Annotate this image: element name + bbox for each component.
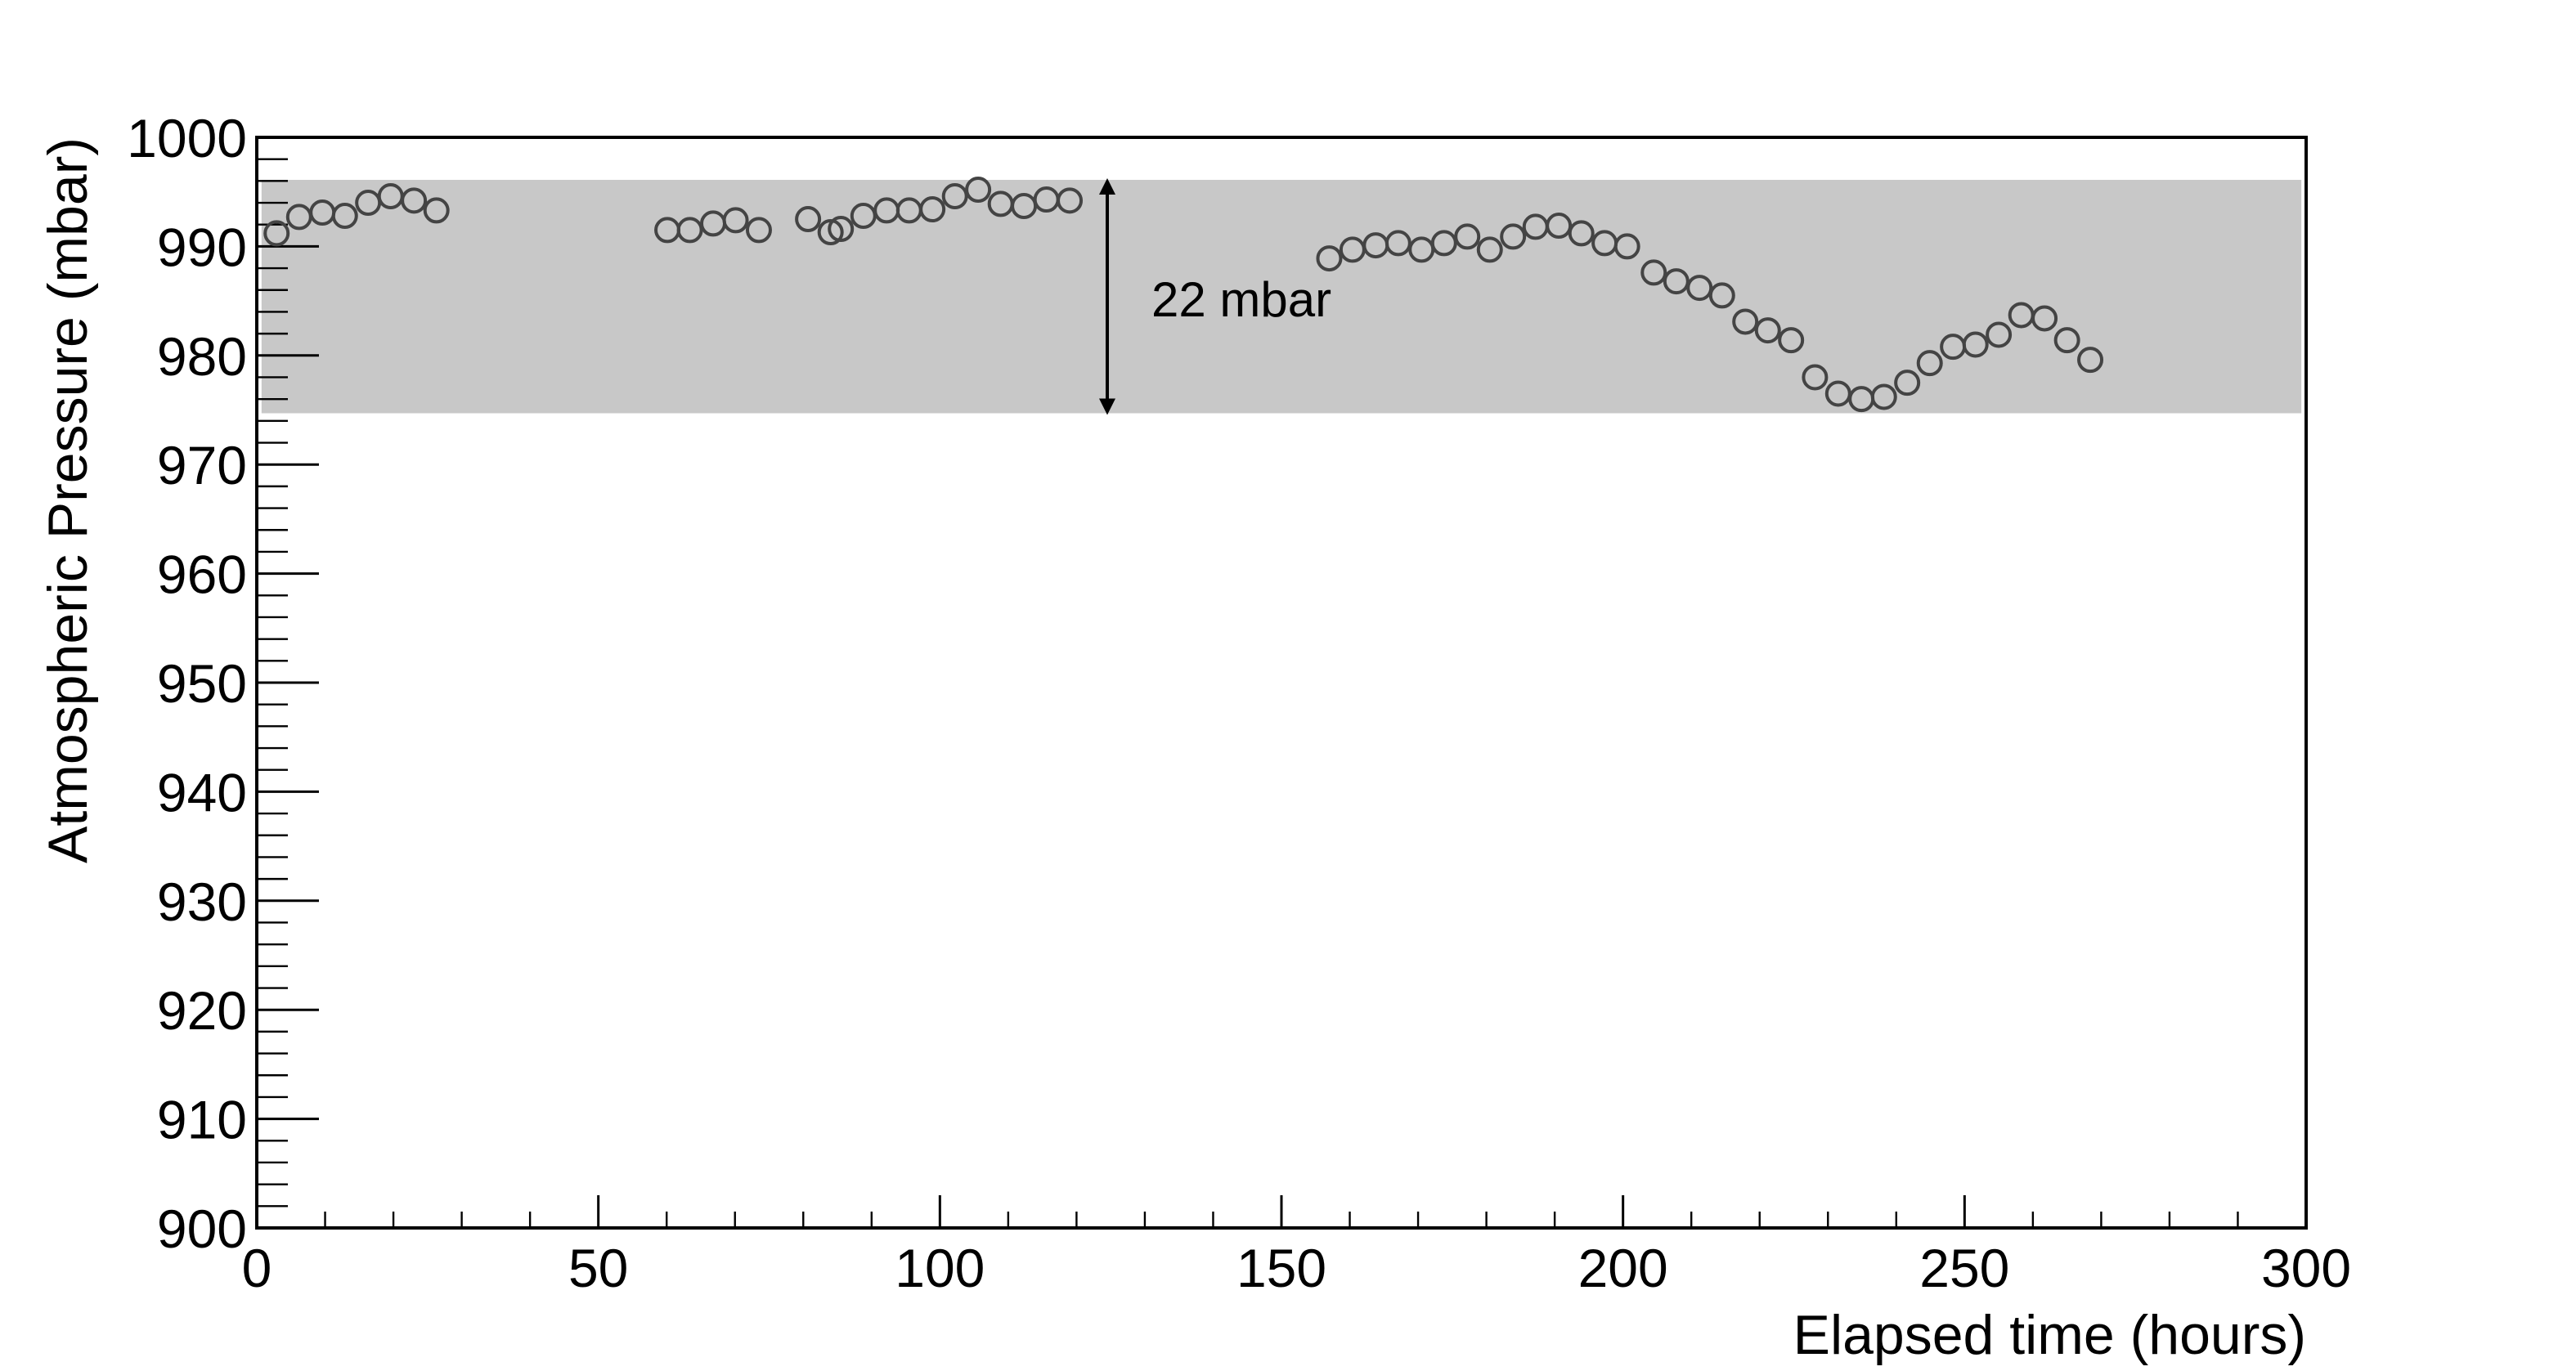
data-point	[941, 183, 968, 210]
x-tick-label: 200	[1578, 1238, 1668, 1298]
data-point	[263, 220, 290, 247]
data-point	[1568, 220, 1595, 247]
data-point	[1732, 308, 1759, 335]
data-point	[1802, 364, 1829, 391]
x-tick-label: 250	[1919, 1238, 2009, 1298]
data-point	[2031, 305, 2058, 332]
annotation: 22 mbar	[1151, 272, 1331, 327]
y-tick-label: 940	[157, 762, 247, 822]
data-point	[1870, 383, 1897, 410]
data-point	[1500, 223, 1527, 250]
data-point	[676, 217, 703, 244]
data-point	[331, 203, 358, 230]
data-point	[795, 206, 822, 233]
data-point	[1663, 268, 1690, 295]
data-point	[1546, 213, 1573, 240]
data-point	[1754, 317, 1781, 344]
data-point	[1640, 259, 1667, 286]
data-point	[1894, 370, 1921, 397]
data-point	[919, 196, 946, 223]
band	[261, 180, 2302, 414]
y-tick-label: 980	[157, 326, 247, 387]
data-point	[1476, 236, 1503, 263]
y-tick-label: 970	[157, 435, 247, 495]
data-point	[1316, 245, 1343, 272]
data-point	[2077, 347, 2104, 374]
data-point	[817, 219, 844, 246]
data-point	[2053, 327, 2080, 354]
data-point	[1916, 350, 1943, 377]
data-point	[1454, 223, 1481, 250]
y-tick-label: 930	[157, 871, 247, 932]
data-point	[828, 216, 855, 243]
x-tick-label: 0	[242, 1238, 272, 1298]
x-axis-label: Elapsed time (hours)	[1793, 1304, 2306, 1366]
data-point	[401, 187, 428, 214]
data-point	[1962, 331, 1989, 358]
x-tick-label: 100	[895, 1238, 985, 1298]
x-tick-label: 150	[1236, 1238, 1326, 1298]
data-point	[1384, 230, 1411, 257]
x-tick-label: 300	[2261, 1238, 2351, 1298]
y-tick-label: 960	[157, 544, 247, 605]
data-point	[965, 177, 992, 204]
data-point	[1430, 230, 1457, 257]
y-tick-label: 1000	[127, 108, 247, 168]
data-point	[745, 217, 772, 244]
y-tick-label: 950	[157, 653, 247, 714]
y-axis-label: Atmospheric Pressure (mbar)	[37, 137, 99, 863]
data-point	[722, 207, 749, 234]
data-point	[1057, 187, 1084, 214]
data-point	[1986, 321, 2013, 348]
data-point	[1613, 233, 1640, 260]
y-tick-label: 910	[157, 1090, 247, 1150]
data-point	[1778, 327, 1805, 354]
data-point	[1708, 282, 1735, 309]
data-point	[423, 197, 450, 224]
y-tick-label: 900	[157, 1199, 247, 1259]
y-tick-label: 920	[157, 980, 247, 1041]
data-point	[1686, 275, 1713, 302]
y-tick-label: 990	[157, 217, 247, 277]
x-tick-label: 50	[568, 1238, 628, 1298]
